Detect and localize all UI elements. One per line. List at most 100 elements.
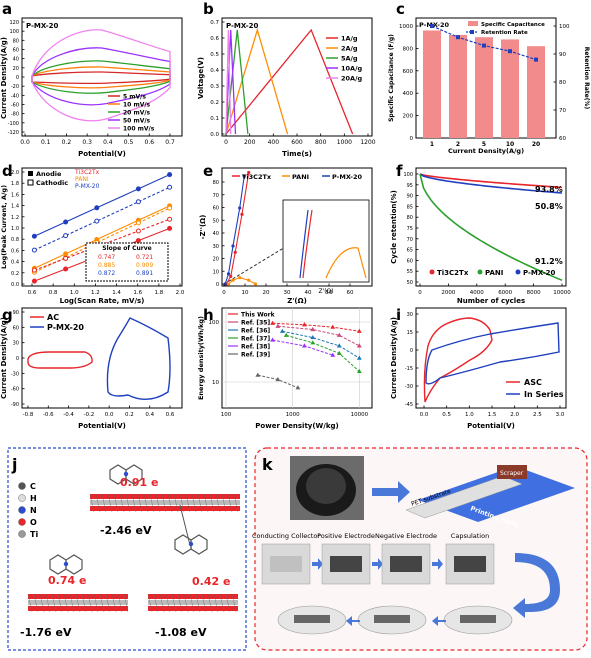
energy-j-2: -1.76 eV (20, 626, 72, 639)
inset-curve-pani (325, 247, 367, 279)
legend-marker-f (477, 269, 483, 275)
label-capsulation: Capsulation (451, 532, 489, 540)
legend-marker-f (429, 269, 435, 275)
xlabel-h: Power Density(W/kg) (255, 422, 338, 430)
data-point-d (135, 199, 141, 205)
xtick-label-i: 2.0 (510, 412, 519, 418)
slope-cathode-d: 0.721 (136, 254, 153, 261)
axes-a (21, 17, 183, 137)
slab-bond (89, 493, 95, 513)
data-point-d (31, 247, 37, 253)
slab-bond (39, 593, 45, 613)
ylabel-e: -Z''(Ω) (199, 215, 207, 240)
nyquist-point-ti3c2tx (240, 212, 244, 216)
xtick-label-a: 0.6 (145, 139, 155, 146)
xtick-label-f: 2000 (441, 290, 455, 296)
xtick-label-a: 0.3 (82, 139, 92, 146)
arrow-right-icon (372, 481, 410, 503)
ragone-point-h (356, 328, 362, 333)
slab-bond (225, 593, 231, 613)
xticks-c: 1 2 5 10 20 (430, 141, 540, 148)
xtick-label-c: 2 (456, 141, 460, 148)
cv-pmx20-g (106, 317, 171, 400)
xticks-f: 0 2000 4000 6000 8000 10000 (418, 283, 571, 296)
slab-bond (147, 593, 153, 613)
ragone-line-h (286, 334, 360, 372)
energy-j-1: -2.46 eV (100, 524, 152, 537)
ytick-label-b: 0.0 (210, 132, 219, 138)
panel-letter-g: g (2, 306, 13, 324)
legend-marker-d-cathode (27, 179, 34, 186)
slab-bond (185, 493, 191, 513)
legend-i-asc: ASC (524, 378, 542, 387)
cycle-curves-f (419, 173, 563, 282)
xtick-label-g: -0.2 (83, 412, 94, 418)
legend-d-cathode: Cathodic (36, 179, 68, 187)
atom-icon (18, 506, 26, 514)
xtick-label-d: 1.8 (154, 290, 163, 296)
ytick-label-f: 90 (407, 194, 413, 200)
data-point-d (31, 233, 37, 239)
bar-c (423, 30, 441, 139)
legend-label-e: Ti3C2Tx (242, 173, 272, 181)
ytick-label-b: 0.2 (210, 100, 219, 106)
ytick-label-a: -20 (11, 84, 19, 90)
legend-label-e: P-MX-20 (332, 173, 363, 181)
ytick-label-f: 70 (407, 237, 413, 243)
label-positive: Positive Electrode (317, 532, 375, 540)
xtick-label-e: 10 (242, 290, 249, 296)
slab-bond (75, 593, 81, 613)
xtick-label-c: 5 (482, 141, 486, 148)
xlabel-f: Number of cycles (457, 297, 525, 305)
xtick-label-d: 1.4 (112, 290, 121, 296)
ytick-label-f: 60 (407, 258, 413, 264)
process-steps-k (261, 543, 495, 585)
panel-letter-h: h (203, 306, 214, 324)
ytick-label-e: 40 (213, 231, 219, 237)
panel-g: g AC P-MX-20 -0.8 -0.6 -0.4 -0.2 0.0 0.2 0.4 0.… (0, 306, 183, 430)
inset-curves-e (299, 209, 367, 279)
slab-bond (107, 493, 113, 513)
molecule-ring (49, 554, 67, 575)
ytick-label-g: 30 (13, 341, 19, 347)
ytick-label-a: 80 (13, 38, 19, 44)
ytick-label-c: 400 (403, 91, 414, 97)
ytick-label-g: 0 (16, 356, 19, 362)
label-f-pmx20: 50.8% (535, 202, 563, 211)
slab-bond (227, 493, 233, 513)
xticks-e: 0 10 20 30 40 50 60 (222, 283, 354, 296)
slab-bond (209, 493, 215, 513)
retention-marker-c (482, 43, 486, 48)
xtick-label-h: 100 (221, 412, 232, 418)
ragone-point-h (310, 340, 316, 345)
legend-label-h: Ref. [36] (241, 328, 270, 335)
ytick-label-f: 80 (407, 215, 413, 221)
xtick-label-d: 0.6 (28, 290, 37, 296)
xlabel-a: Potential(V) (78, 150, 126, 158)
ytick-label-e: 0 (216, 282, 219, 288)
ytick-label-d: 1.4 (11, 204, 19, 210)
cycle-curve-ti3c2tx (419, 173, 563, 189)
xtick-label-h: 1000 (286, 412, 300, 418)
nyquist-point-pani (247, 278, 251, 282)
legend-label-b: 10A/g (341, 65, 362, 73)
charge-j-1: 0.91 e (120, 476, 158, 489)
arrow-right-icon (372, 558, 383, 570)
xtick-label-g: 0.4 (145, 412, 154, 418)
axes-g (21, 307, 183, 409)
ytick-label-i: -15 (405, 366, 413, 372)
nyquist-point-ti3c2tx (233, 250, 237, 254)
ytick-label-b: 0.6 (210, 36, 219, 42)
ytick-label-c: 600 (403, 69, 414, 75)
ytick-label-d: 1.0 (11, 226, 19, 232)
nyquist-point-pani (253, 282, 258, 286)
ytick-label-b: 0.5 (210, 52, 219, 58)
ragone-point-h (310, 334, 316, 340)
slope-anode-d: 0.885 (98, 262, 115, 269)
ytick-label-c2: 90 (559, 52, 566, 58)
slab-bond (161, 493, 167, 513)
ytick-label-e: 80 (213, 180, 219, 186)
